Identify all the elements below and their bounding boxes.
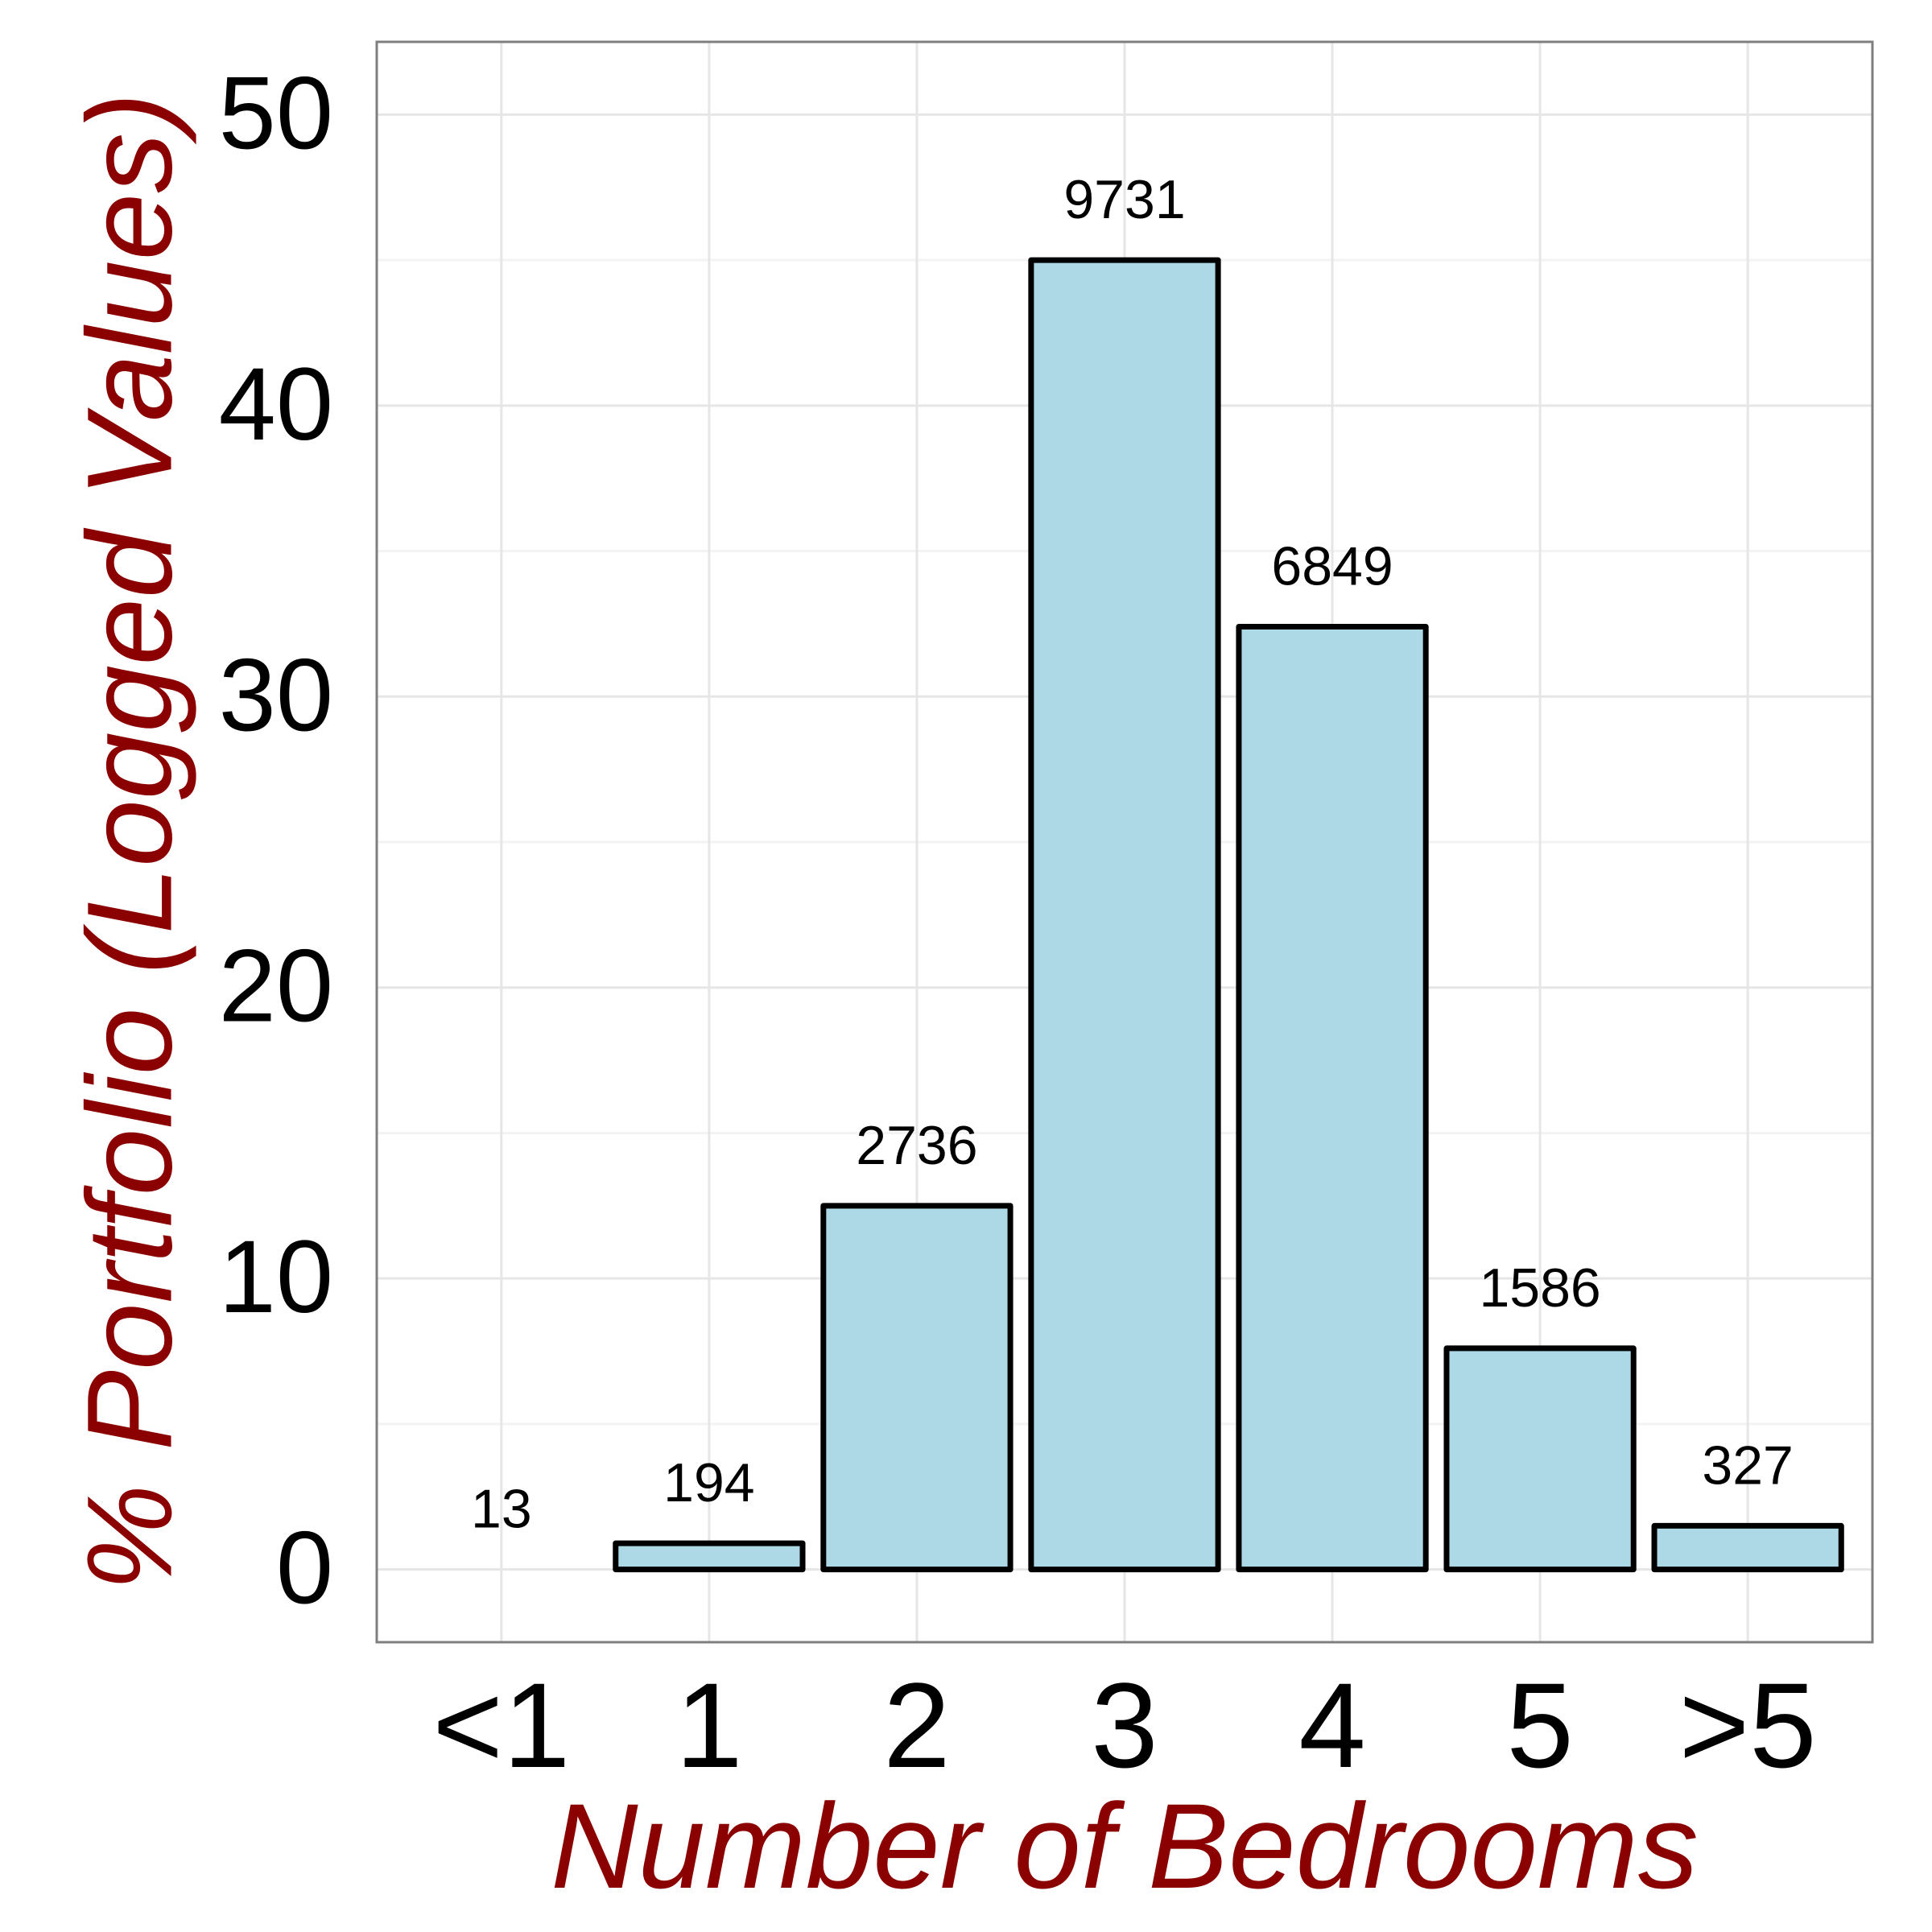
bar-value-label: 6849	[1271, 536, 1393, 597]
bar-value-label: 9731	[1063, 169, 1185, 230]
y-tick-label: 0	[276, 1511, 333, 1626]
x-axis-ticks: <1 1 2 3 4 5 >5	[432, 1657, 1816, 1793]
x-tick-label: >5	[1679, 1657, 1817, 1793]
bars	[613, 257, 1844, 1573]
bar	[1443, 1345, 1637, 1573]
x-tick-label: 2	[883, 1657, 950, 1793]
bar	[1651, 1522, 1844, 1573]
y-tick-label: 30	[219, 638, 333, 753]
x-tick-label: 5	[1506, 1657, 1573, 1793]
x-tick-label: 3	[1091, 1657, 1158, 1793]
bar-labels: 13 194 2736 9731 6849 1586 327	[471, 169, 1794, 1540]
bar-value-label: 1586	[1479, 1257, 1600, 1319]
y-axis-title: % Portfolio (Logged Values)	[62, 93, 197, 1591]
x-tick-label: <1	[432, 1657, 570, 1793]
y-tick-label: 50	[219, 56, 333, 171]
bar-value-label: 194	[663, 1452, 754, 1513]
x-axis-title: Number of Bedrooms	[551, 1778, 1699, 1913]
x-tick-label: 4	[1298, 1657, 1365, 1793]
panel-border	[375, 40, 1874, 1644]
bar	[1236, 624, 1429, 1573]
y-tick-label: 10	[219, 1220, 333, 1335]
bar	[1028, 257, 1221, 1573]
bar	[820, 1203, 1013, 1573]
bar-value-label: 327	[1702, 1435, 1793, 1496]
bar	[613, 1540, 806, 1573]
bar-value-label: 13	[471, 1479, 532, 1540]
y-tick-label: 20	[219, 929, 333, 1044]
bar-value-label: 2736	[856, 1115, 977, 1176]
x-tick-label: 1	[675, 1657, 742, 1793]
y-axis-ticks: 0 10 20 30 40 50	[219, 56, 333, 1625]
y-tick-label: 40	[219, 347, 333, 462]
